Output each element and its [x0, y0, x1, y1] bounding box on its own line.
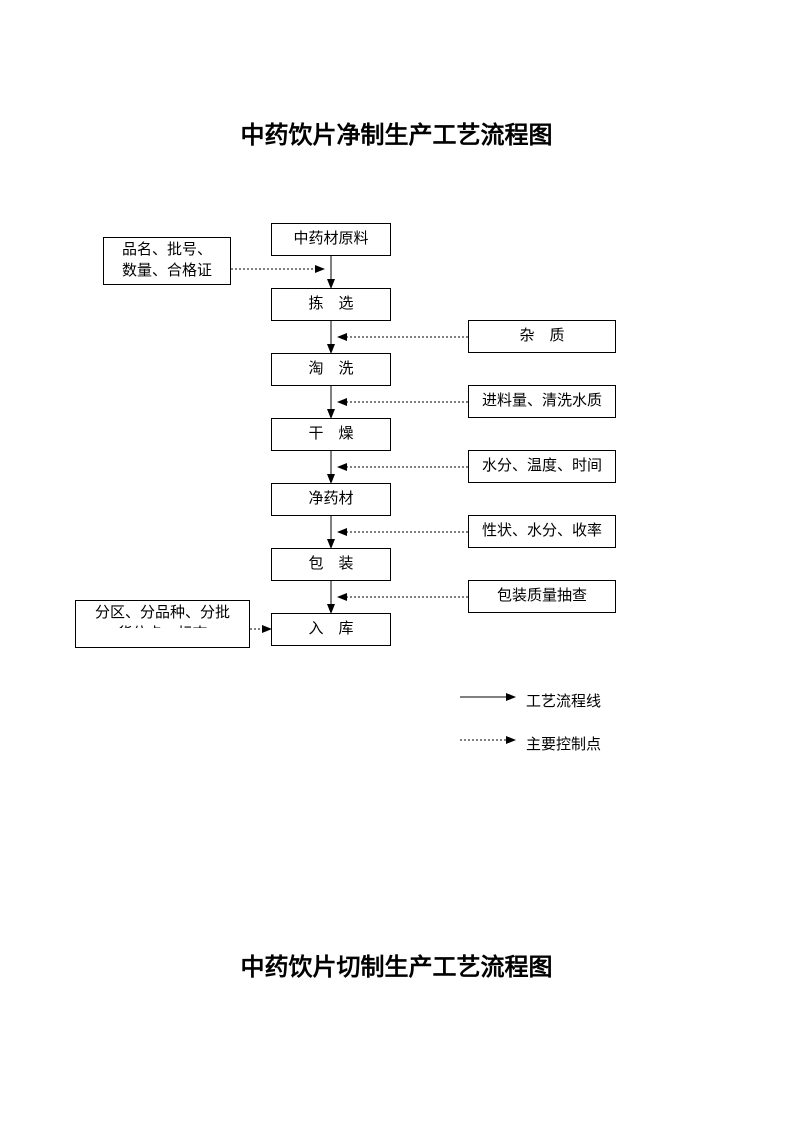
process-box-storage: 入 库: [271, 613, 391, 646]
right-box-package-quality: 包装质量抽查: [468, 580, 616, 613]
right-box-property-moisture: 性状、水分、收率: [468, 515, 616, 548]
right-box-feed-water: 进料量、清洗水质: [468, 385, 616, 418]
right-box-impurity: 杂 质: [468, 320, 616, 353]
process-box-clean-material: 净药材: [271, 483, 391, 516]
left-box-name-batch: 品名、批号、数量、合格证: [103, 237, 231, 285]
process-box-raw-material: 中药材原料: [271, 223, 391, 256]
process-box-packaging: 包 装: [271, 548, 391, 581]
legend-solid-text: 工艺流程线: [526, 690, 601, 711]
flowchart-svg: [0, 0, 793, 1122]
right-box-moisture-temp: 水分、温度、时间: [468, 450, 616, 483]
process-box-sorting: 拣 选: [271, 288, 391, 321]
left-box-blank-box: [102, 628, 236, 642]
process-box-washing: 淘 洗: [271, 353, 391, 386]
legend-dotted-text: 主要控制点: [526, 733, 601, 754]
process-box-drying: 干 燥: [271, 418, 391, 451]
